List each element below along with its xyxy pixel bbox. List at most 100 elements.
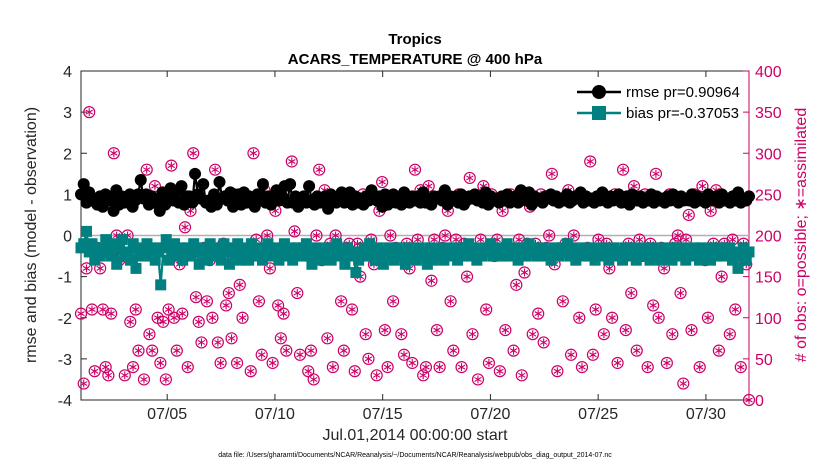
obs-count-marker	[277, 307, 290, 320]
x-axis-label: Jul.01,2014 00:00:00 start	[322, 427, 508, 444]
rmse-point	[189, 167, 202, 180]
obs-count-marker	[734, 361, 747, 374]
y-right-tick-label: 350	[755, 105, 782, 122]
rmse-point	[175, 180, 188, 193]
obs-count-marker	[359, 328, 372, 341]
bias-point	[196, 242, 208, 254]
bias-point	[105, 250, 117, 262]
obs-count-marker	[288, 225, 301, 238]
y-axis-label: rmse and bias (model - observation)	[23, 107, 40, 363]
obs-count-marker	[247, 147, 260, 160]
y-right-axis-label: # of obs: o=possible; ∗=assimilated	[793, 108, 810, 362]
bias-point	[113, 242, 125, 254]
bias-point	[223, 258, 235, 270]
obs-count-marker	[118, 369, 131, 382]
obs-count-marker	[154, 356, 167, 370]
obs-count-marker	[674, 286, 687, 300]
obs-count-marker	[417, 369, 430, 382]
obs-count-marker	[444, 295, 457, 308]
obs-count-marker	[406, 356, 419, 370]
obs-count-marker	[685, 323, 698, 337]
obs-count-marker	[606, 311, 619, 324]
y-right-tick-label: 200	[755, 229, 782, 246]
bias-point	[234, 254, 246, 266]
obs-count-marker	[280, 344, 293, 357]
y-right-tick-label: 50	[755, 352, 773, 369]
obs-count-marker	[729, 303, 742, 316]
obs-count-marker	[77, 377, 90, 390]
bias-point	[339, 258, 351, 270]
obs-count-marker	[564, 348, 578, 361]
obs-count-marker	[545, 167, 558, 180]
obs-count-marker	[302, 365, 315, 378]
obs-count-marker	[696, 180, 709, 193]
obs-count-marker	[285, 155, 298, 168]
x-tick-label: 07/25	[578, 406, 618, 423]
y-tick-label: 0	[63, 229, 72, 246]
bias-point	[149, 254, 161, 266]
rmse-point	[197, 178, 210, 191]
bias-point	[273, 254, 285, 266]
y-right-axis-ticks: 0 50 100 150 200 250 300 350 400	[743, 64, 782, 410]
obs-count-marker	[712, 344, 725, 357]
obs-count-marker	[304, 344, 318, 357]
obs-count-marker	[611, 356, 624, 370]
obs-count-marker	[162, 303, 175, 316]
bias-point	[399, 258, 411, 270]
obs-count-marker	[222, 286, 235, 300]
obs-count-marker	[334, 295, 348, 308]
obs-count-marker	[236, 311, 249, 324]
y-tick-label: -4	[58, 393, 72, 410]
bias-point	[397, 250, 409, 262]
obs-count-marker	[532, 307, 545, 320]
obs-count-marker	[362, 352, 375, 365]
bias-point	[350, 267, 362, 279]
obs-count-marker	[170, 344, 183, 357]
obs-count-marker	[181, 361, 194, 374]
obs-count-marker	[337, 344, 350, 357]
obs-count-marker	[455, 361, 468, 374]
obs-count-marker	[102, 369, 115, 382]
bias-point	[177, 254, 189, 266]
obs-count-marker	[701, 311, 715, 324]
obs-count-marker	[575, 361, 589, 374]
obs-count-marker	[660, 356, 673, 370]
obs-count-marker	[80, 262, 93, 275]
bias-series	[75, 225, 755, 291]
obs-count-marker	[307, 373, 320, 386]
bias-point	[155, 279, 167, 291]
obs-count-marker	[677, 377, 690, 390]
bias-point	[325, 254, 337, 266]
y-right-tick-label: 0	[755, 393, 764, 410]
bias-point	[124, 254, 136, 266]
obs-count-marker	[233, 278, 246, 291]
obs-count-marker	[499, 323, 512, 337]
obs-count-marker	[272, 299, 285, 312]
obs-count-marker	[430, 323, 444, 337]
rmse-point	[303, 180, 316, 193]
obs-count-marker	[537, 336, 550, 349]
obs-count-marker	[584, 155, 597, 168]
x-axis-ticks: 07/05 07/10 07/15 07/20 07/25 07/30	[147, 71, 726, 423]
bias-point	[188, 238, 200, 250]
rmse-point	[743, 190, 755, 203]
obs-count-marker	[411, 233, 424, 246]
obs-count-marker	[616, 163, 630, 176]
bias-point	[130, 262, 142, 274]
obs-count-marker	[586, 348, 600, 361]
bias-point	[732, 262, 744, 274]
bias-point	[300, 238, 312, 250]
y-right-tick-label: 300	[755, 146, 782, 163]
x-tick-label: 07/30	[686, 406, 726, 423]
obs-count-marker	[261, 229, 274, 242]
obs-count-marker	[597, 328, 611, 341]
bias-point	[240, 246, 252, 258]
obs-count-marker	[211, 336, 224, 349]
obs-count-marker	[518, 266, 531, 279]
obs-count-marker	[274, 332, 287, 345]
obs-count-marker	[206, 311, 219, 324]
y-axis-ticks: -4 -3 -2 -1 0 1 2 3 4	[58, 64, 87, 410]
obs-count-marker	[310, 229, 323, 242]
rmse-point	[134, 173, 147, 186]
bias-point	[512, 254, 524, 266]
